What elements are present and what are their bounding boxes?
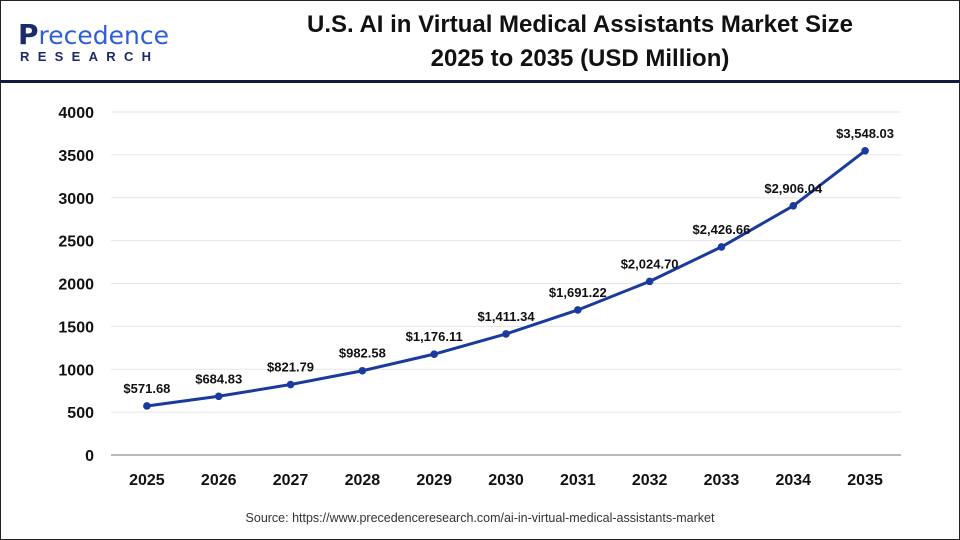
y-tick-label: 2000 bbox=[58, 277, 94, 294]
x-tick-label: 2027 bbox=[273, 472, 309, 489]
y-tick-label: 1000 bbox=[58, 362, 94, 379]
source-note: Source: https://www.precedenceresearch.c… bbox=[245, 511, 715, 525]
y-tick-label: 4000 bbox=[58, 105, 94, 122]
data-point bbox=[286, 380, 295, 389]
chart-title: U.S. AI in Virtual Medical Assistants Ma… bbox=[200, 8, 920, 76]
data-point bbox=[214, 392, 223, 401]
data-point bbox=[358, 366, 367, 375]
data-point bbox=[143, 402, 151, 410]
data-point bbox=[645, 277, 654, 286]
y-tick-label: 0 bbox=[85, 448, 94, 465]
y-tick-label: 500 bbox=[67, 405, 94, 422]
data-label: $2,426.66 bbox=[693, 222, 751, 237]
data-label: $1,691.22 bbox=[549, 285, 607, 300]
data-label: $1,411.34 bbox=[477, 309, 535, 324]
data-label: $2,024.70 bbox=[621, 256, 679, 271]
data-point bbox=[789, 202, 798, 210]
data-label: $1,176.11 bbox=[406, 329, 463, 344]
data-label: $684.83 bbox=[195, 371, 242, 386]
header-divider bbox=[0, 80, 960, 83]
data-label: $982.58 bbox=[339, 346, 386, 361]
data-label: $571.68 bbox=[123, 381, 170, 396]
x-tick-label: 2030 bbox=[488, 472, 524, 489]
x-tick-label: 2026 bbox=[201, 472, 237, 489]
x-tick-label: 2034 bbox=[775, 472, 811, 489]
x-tick-label: 2031 bbox=[560, 472, 596, 489]
data-point bbox=[430, 350, 438, 358]
data-point bbox=[717, 243, 726, 251]
title-line-1: U.S. AI in Virtual Medical Assistants Ma… bbox=[307, 11, 853, 38]
data-label: $2,906.04 bbox=[764, 181, 823, 196]
data-point bbox=[861, 146, 869, 155]
x-tick-label: 2033 bbox=[704, 472, 740, 489]
y-tick-label: 3500 bbox=[58, 148, 94, 165]
y-tick-label: 1500 bbox=[58, 319, 94, 336]
data-label: $3,548.03 bbox=[836, 126, 894, 141]
y-tick-label: 2500 bbox=[58, 234, 94, 251]
x-tick-label: 2032 bbox=[632, 472, 668, 489]
logo: Precedence RESEARCH bbox=[18, 18, 169, 65]
series-line bbox=[146, 149, 867, 408]
data-point bbox=[502, 330, 510, 338]
x-tick-label: 2035 bbox=[847, 472, 883, 489]
x-tick-label: 2025 bbox=[129, 472, 165, 489]
x-tick-label: 2028 bbox=[345, 472, 381, 489]
x-tick-label: 2029 bbox=[416, 472, 452, 489]
data-point bbox=[574, 306, 582, 314]
y-tick-label: 3000 bbox=[58, 191, 94, 208]
title-line-2: 2025 to 2035 (USD Million) bbox=[430, 45, 730, 72]
data-label: $821.79 bbox=[267, 360, 314, 375]
